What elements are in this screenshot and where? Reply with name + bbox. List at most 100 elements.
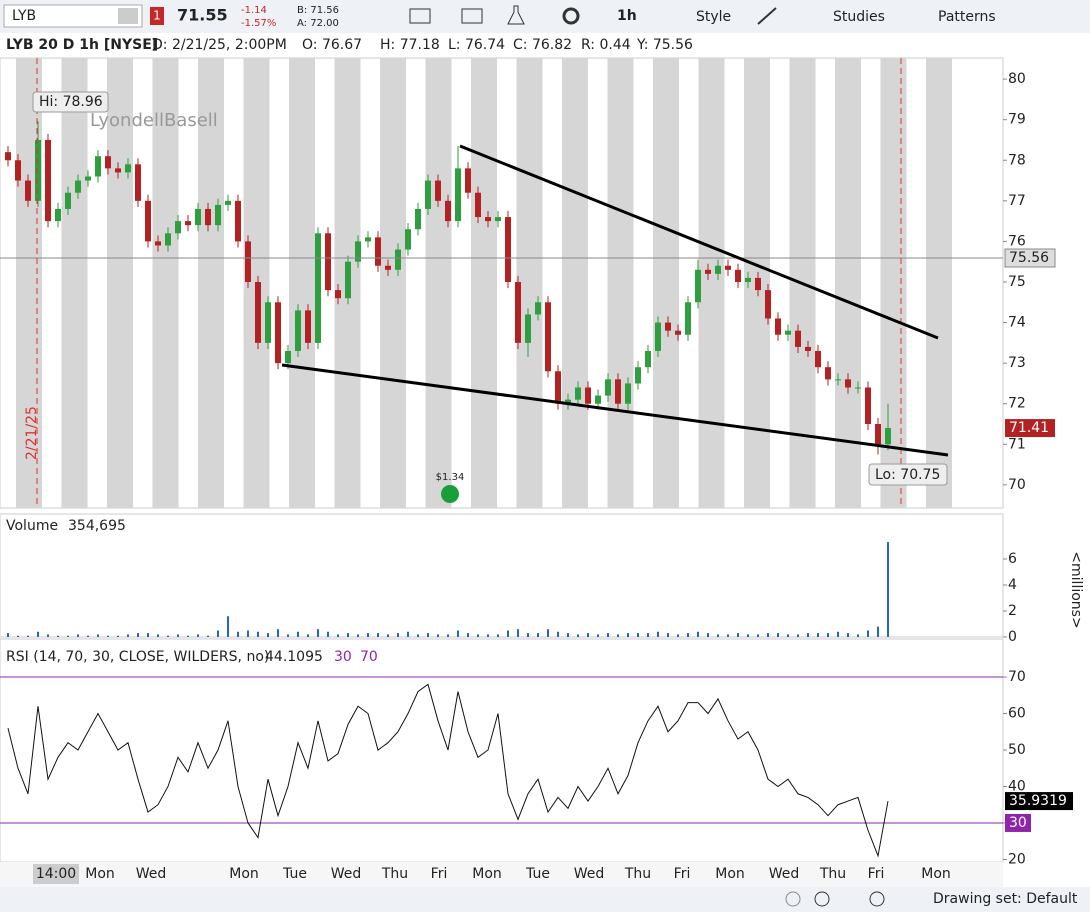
volume-bar xyxy=(827,633,829,637)
trendline[interactable] xyxy=(459,144,939,340)
volume-bar xyxy=(787,634,789,637)
candle-body xyxy=(375,237,381,266)
trendline[interactable] xyxy=(281,363,949,457)
volume-bar xyxy=(407,631,409,637)
x-tick-label: Tue xyxy=(525,866,550,882)
candle-body xyxy=(765,290,771,319)
zoom-out[interactable] xyxy=(785,891,801,907)
session-band xyxy=(107,58,133,508)
candle-body xyxy=(565,399,571,404)
volume-bar xyxy=(77,634,79,637)
candle-body xyxy=(305,310,311,343)
toolbar xyxy=(0,0,1090,33)
candle-body xyxy=(365,237,371,242)
volume-bar xyxy=(527,633,529,637)
session-band xyxy=(698,58,725,508)
style-button[interactable]: Style xyxy=(696,9,731,25)
candle-body xyxy=(635,367,641,384)
studies-button[interactable]: Studies xyxy=(833,9,885,25)
candle-body xyxy=(525,314,531,343)
candle-body xyxy=(535,302,541,315)
last-price-tag xyxy=(1005,419,1055,438)
volume-bar xyxy=(697,631,699,637)
footer xyxy=(0,887,1090,912)
share-icon[interactable] xyxy=(409,8,431,24)
chart-title: LYB 20 D 1h [NYSE] xyxy=(6,37,158,53)
y-tick-label: 70 xyxy=(1008,669,1026,685)
session-band xyxy=(562,58,588,508)
volume-bar xyxy=(267,633,269,637)
volume-bar xyxy=(47,634,49,637)
dividend-label: $1.34 xyxy=(436,472,465,483)
timeframe[interactable]: 1h xyxy=(617,8,637,24)
alert-badge[interactable] xyxy=(150,7,164,25)
x-tick-label: Wed xyxy=(136,866,167,882)
draw-icon[interactable] xyxy=(757,7,777,25)
grid-icon[interactable] xyxy=(461,8,483,24)
candle-body xyxy=(95,156,101,177)
y-tick-label: 75 xyxy=(1008,274,1026,290)
volume-bar xyxy=(217,630,219,637)
volume-bar xyxy=(627,633,629,637)
settings-icon[interactable] xyxy=(562,7,580,25)
dropdown[interactable] xyxy=(118,8,138,24)
candle-body xyxy=(105,156,111,169)
candle-body xyxy=(595,395,601,404)
candle-body xyxy=(345,261,351,299)
volume-bar xyxy=(727,634,729,637)
volume-bar xyxy=(807,633,809,637)
volume-bar xyxy=(367,633,369,637)
x-tick-label: Mon xyxy=(715,866,745,882)
candle-body xyxy=(35,139,41,201)
crosshair[interactable] xyxy=(869,891,885,907)
volume-bar xyxy=(207,635,209,637)
volume-bar xyxy=(817,633,819,637)
session-band xyxy=(152,58,179,508)
dividend-icon xyxy=(441,485,459,503)
candle-body xyxy=(455,168,461,222)
volume-bar xyxy=(737,633,739,637)
volume-bar xyxy=(197,634,199,637)
bid: B: 71.56 xyxy=(297,5,339,16)
hi-box xyxy=(32,91,109,113)
candle-body xyxy=(395,249,401,270)
volume-bar xyxy=(247,630,249,637)
volume-bar xyxy=(507,630,509,637)
y-tick-label: 74 xyxy=(1008,315,1026,331)
candle-body xyxy=(805,346,811,351)
flask-icon[interactable] xyxy=(507,5,525,25)
y-tick-label: 2 xyxy=(1008,603,1017,619)
candle-body xyxy=(465,168,471,193)
cursor-tag xyxy=(1004,248,1056,268)
ask: A: 72.00 xyxy=(297,18,339,29)
candle-body xyxy=(785,330,791,335)
drawing-set[interactable]: Drawing set: Default xyxy=(933,891,1078,907)
date-label: 2/21/25 xyxy=(24,406,40,460)
volume-bar xyxy=(27,635,29,637)
candle-body xyxy=(845,379,851,388)
candle-body xyxy=(275,302,281,364)
symbol-box[interactable] xyxy=(3,4,143,28)
candle-body xyxy=(265,302,271,343)
candle-body xyxy=(315,233,321,343)
candle-body xyxy=(415,208,421,230)
x-tick-label: Mon xyxy=(229,866,259,882)
candle-body xyxy=(5,152,11,161)
session-band xyxy=(198,58,224,508)
zoom-in[interactable] xyxy=(814,891,830,907)
volume-bar xyxy=(567,633,569,637)
volume-bar xyxy=(357,634,359,637)
x-tick-label: Fri xyxy=(868,866,885,882)
patterns-button[interactable]: Patterns xyxy=(938,9,996,25)
candle-body xyxy=(245,241,251,282)
y-tick-label: 40 xyxy=(1008,778,1026,794)
x-tick-label: Wed xyxy=(574,866,605,882)
candle-body xyxy=(435,180,441,201)
volume-bar xyxy=(747,634,749,637)
volume-bar xyxy=(617,634,619,637)
candle-body xyxy=(675,330,681,335)
rsi-line xyxy=(7,683,889,858)
candle-body xyxy=(505,217,511,282)
candle-body xyxy=(355,241,361,262)
